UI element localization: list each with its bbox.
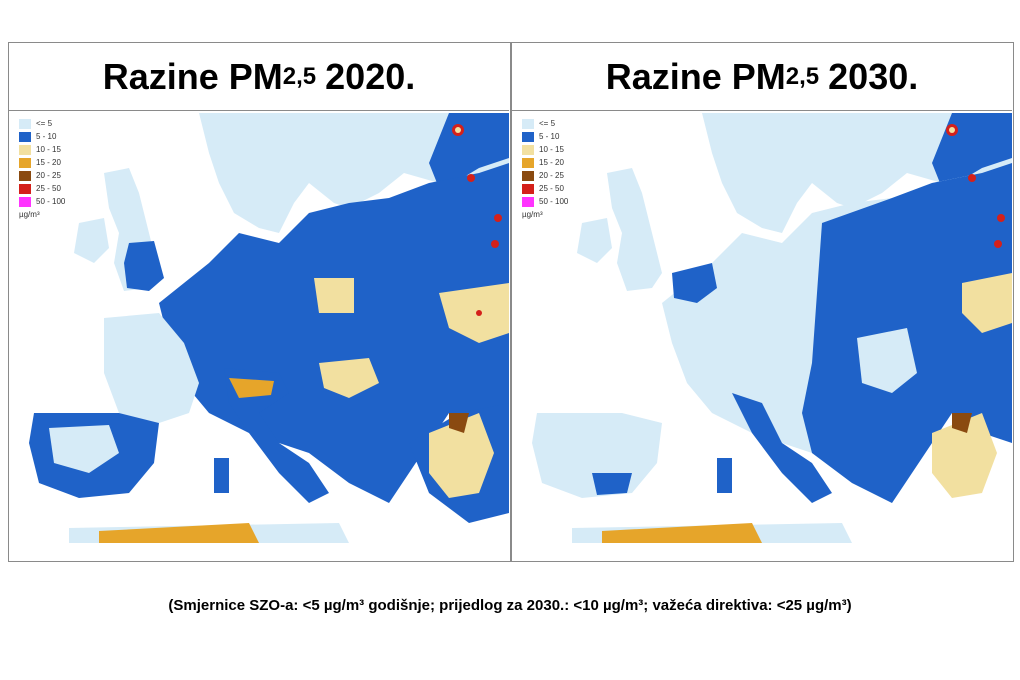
title-year: 2020.: [325, 55, 416, 97]
title-main: Razine PM: [605, 55, 786, 97]
legend-2030: <= 5 5 - 10 10 - 15 15 - 20 20 - 25 25 -…: [522, 117, 568, 219]
legend-item: 5 - 10: [522, 130, 568, 143]
legend-item: 15 - 20: [19, 156, 65, 169]
legend-item: 25 - 50: [522, 182, 568, 195]
europe-map-2030: [512, 113, 1012, 543]
legend-item: <= 5: [19, 117, 65, 130]
legend-item: 10 - 15: [522, 143, 568, 156]
map-2020: [9, 113, 509, 563]
legend-item: 25 - 50: [19, 182, 65, 195]
title-year: 2030.: [828, 55, 919, 97]
legend-item: 20 - 25: [19, 169, 65, 182]
panel-title-2020: Razine PM 2,5 2020.: [9, 43, 509, 111]
legend-2020: <= 5 5 - 10 10 - 15 15 - 20 20 - 25 25 -…: [19, 117, 65, 219]
legend-item: 50 - 100: [522, 195, 568, 208]
europe-map-2020: [9, 113, 509, 543]
legend-item: 20 - 25: [522, 169, 568, 182]
panel-2030: Razine PM 2,5 2030.: [512, 43, 1012, 561]
legend-item: 5 - 10: [19, 130, 65, 143]
title-subscript: 2,5: [282, 62, 317, 90]
panel-divider: [510, 42, 512, 562]
legend-item: 50 - 100: [19, 195, 65, 208]
panel-title-2030: Razine PM 2,5 2030.: [512, 43, 1012, 111]
panel-2020: Razine PM 2,5 2020.: [9, 43, 509, 561]
footnote: (Smjernice SZO-a: <5 µg/m³ godišnje; pri…: [168, 597, 852, 614]
legend-unit: µg/m³: [522, 210, 543, 219]
title-main: Razine PM: [102, 55, 283, 97]
map-2030: [512, 113, 1012, 563]
legend-item: 15 - 20: [522, 156, 568, 169]
legend-item: 10 - 15: [19, 143, 65, 156]
title-subscript: 2,5: [785, 62, 820, 90]
legend-item: <= 5: [522, 117, 568, 130]
legend-unit: µg/m³: [19, 210, 40, 219]
